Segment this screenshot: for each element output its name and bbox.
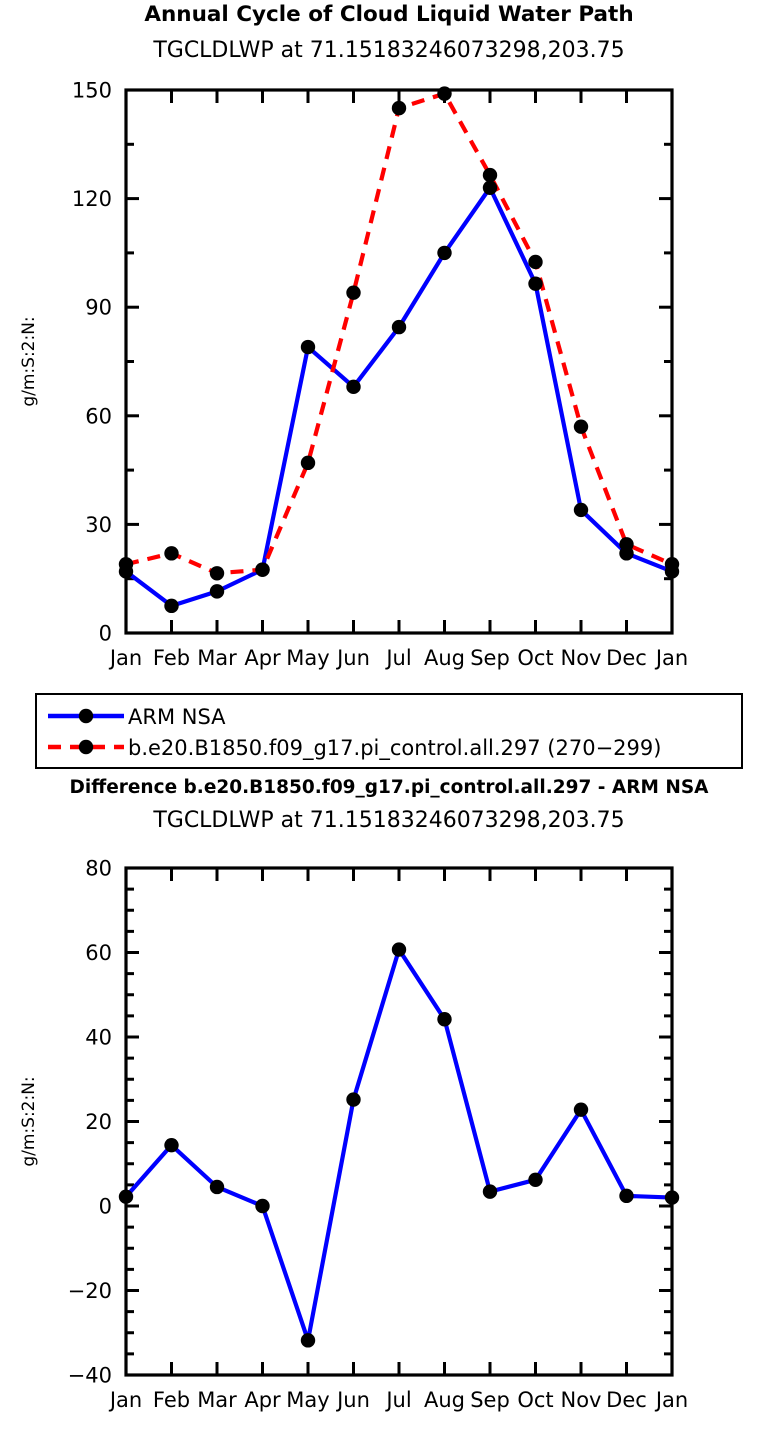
x-axis-label: Jun	[335, 1388, 370, 1412]
data-point-marker	[573, 419, 589, 434]
data-point-marker	[346, 1092, 361, 1107]
x-axis-label: Apr	[244, 646, 281, 670]
y-axis-label: 120	[72, 187, 112, 211]
data-point-marker	[391, 319, 407, 335]
x-axis-label: May	[286, 1388, 329, 1412]
data-point-marker	[391, 100, 407, 116]
x-axis-label: May	[286, 646, 329, 670]
x-axis-label: Mar	[197, 646, 237, 670]
y-axis-label: 150	[72, 79, 112, 103]
x-axis-label: Sep	[470, 646, 510, 670]
data-point-marker	[391, 942, 407, 957]
data-point-marker	[209, 1179, 225, 1195]
x-axis-label: Sep	[470, 1388, 510, 1412]
y-axis-label: 20	[85, 1110, 112, 1134]
data-point-marker	[300, 455, 316, 471]
x-axis-label: Feb	[153, 646, 190, 670]
y-axis-label: −40	[68, 1364, 112, 1388]
y-axis-title: g/m:S:2:N:	[19, 1076, 39, 1166]
legend-entry-label: ARM NSA	[128, 705, 226, 729]
data-point-marker	[619, 1188, 634, 1204]
top-chart-title: Annual Cycle of Cloud Liquid Water Path	[144, 2, 634, 27]
y-axis-label: 60	[85, 404, 112, 428]
data-point-marker	[482, 1184, 498, 1199]
legend-marker-sample	[78, 708, 94, 724]
bottom-chart-subtitle: TGCLDLWP at 71.15183246073298,203.75	[153, 808, 625, 833]
x-axis-label: Jul	[384, 1388, 411, 1412]
x-axis-label: Jul	[384, 646, 411, 670]
data-point-marker	[573, 1102, 589, 1117]
top-chart-plot: 0 30 60 90 120 150 Jan Feb Mar Apr May Jun Jul Aug Sep…	[19, 79, 743, 769]
data-point-marker	[255, 1198, 270, 1214]
x-axis-label: Oct	[517, 1388, 553, 1412]
data-point-marker	[664, 557, 680, 572]
data-point-marker	[300, 339, 316, 355]
x-axis-label: Jun	[335, 646, 370, 670]
top-chart-panel: Annual Cycle of Cloud Liquid Water Path …	[19, 2, 743, 769]
data-point-marker	[573, 502, 589, 518]
x-axis-label: Aug	[424, 646, 465, 670]
data-point-marker	[346, 379, 361, 395]
y-axis-label: 60	[85, 941, 112, 965]
series-line	[124, 185, 673, 608]
x-axis-label: Dec	[606, 646, 647, 670]
legend-marker-sample	[78, 739, 94, 755]
data-point-marker	[664, 1190, 680, 1205]
x-axis-label: Jan	[108, 1388, 142, 1412]
x-axis-label: Jan	[108, 646, 142, 670]
bottom-chart-plot: −40 −20 0 20 40 60 80 Jan Feb Mar Apr May Jun Jul Aug S…	[19, 857, 688, 1413]
y-axis-label: 0	[99, 622, 112, 646]
x-axis-label: Jan	[654, 646, 688, 670]
data-point-marker	[164, 1137, 179, 1153]
data-point-marker	[164, 598, 179, 614]
y-axis-label: 30	[85, 513, 112, 537]
bottom-chart-title: Difference b.e20.B1850.f09_g17.pi_contro…	[69, 777, 709, 798]
legend-entry-label: b.e20.B1850.f09_g17.pi_control.all.297 (…	[128, 736, 661, 761]
data-point-marker	[437, 1012, 452, 1027]
y-axis-label: 80	[85, 857, 112, 881]
data-point-marker	[528, 254, 543, 270]
x-axis-label: Nov	[561, 646, 602, 670]
data-point-marker	[482, 180, 498, 195]
data-point-marker	[619, 537, 634, 552]
data-point-marker	[437, 245, 452, 261]
data-point-marker	[528, 276, 543, 291]
x-axis-label: Jan	[654, 1388, 688, 1412]
legend-box	[35, 693, 743, 769]
x-axis-label: Dec	[606, 1388, 647, 1412]
series-line	[124, 947, 673, 1343]
y-axis-title: g/m:S:2:N:	[19, 316, 39, 406]
data-point-marker	[118, 557, 134, 572]
y-axis-label: −20	[68, 1279, 112, 1303]
top-chart-subtitle: TGCLDLWP at 71.15183246073298,203.75	[153, 38, 625, 63]
data-point-marker	[255, 562, 270, 577]
data-point-marker	[209, 584, 225, 599]
y-axis-label: 40	[85, 1026, 112, 1050]
data-point-marker	[528, 1172, 543, 1188]
x-axis-label: Apr	[244, 1388, 281, 1412]
x-axis-label: Aug	[424, 1388, 465, 1412]
data-point-marker	[300, 1333, 316, 1348]
bottom-chart-panel: Difference b.e20.B1850.f09_g17.pi_contro…	[0, 775, 778, 1449]
data-point-marker	[118, 1189, 134, 1204]
data-point-marker	[209, 566, 225, 581]
data-point-marker	[437, 86, 452, 101]
data-point-marker	[164, 546, 179, 561]
x-axis-label: Oct	[517, 646, 553, 670]
y-axis-label: 90	[85, 296, 112, 320]
x-axis-label: Nov	[561, 1388, 602, 1412]
data-point-marker	[482, 167, 498, 183]
plot-frame	[124, 88, 674, 635]
x-axis-label: Feb	[153, 1388, 190, 1412]
data-point-marker	[346, 285, 361, 300]
x-axis-label: Mar	[197, 1388, 237, 1412]
y-axis-label: 0	[99, 1195, 112, 1219]
